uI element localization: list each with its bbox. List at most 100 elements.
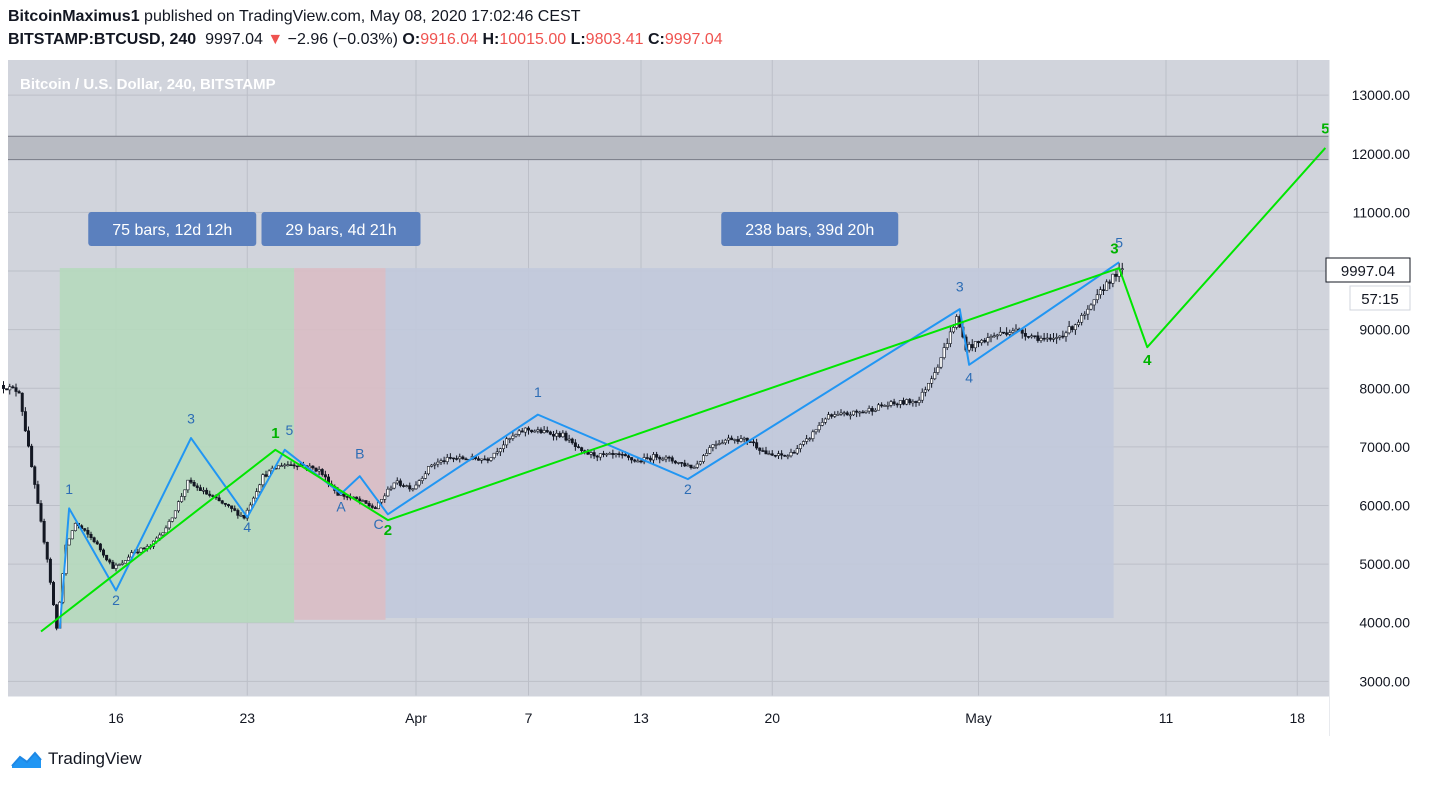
green-wave-label: 4	[1143, 352, 1152, 369]
measure-label-box	[721, 211, 899, 246]
candle-body	[423, 473, 427, 479]
footer-brand[interactable]: TradingView	[48, 749, 142, 768]
candle-body	[11, 386, 15, 389]
candle-body	[361, 500, 365, 502]
candle-body	[317, 469, 321, 472]
candle-body	[708, 447, 712, 454]
candle-body	[420, 478, 424, 481]
candle-body	[1030, 335, 1034, 338]
candle-body	[564, 432, 568, 441]
candle-body	[630, 457, 634, 461]
last-price-tag-label: 9997.04	[1341, 263, 1395, 280]
candle-body	[992, 335, 996, 338]
high-label: H:	[482, 31, 500, 48]
candle-body	[655, 454, 659, 458]
candle-body	[680, 462, 684, 464]
time-axis[interactable]	[8, 696, 1329, 736]
candle-body	[20, 392, 24, 412]
symbol-label: BITSTAMP:BTCUSD, 240	[8, 31, 197, 48]
candle-body	[533, 430, 537, 433]
candle-body	[730, 437, 734, 441]
candle-body	[395, 480, 399, 484]
candle-body	[692, 467, 696, 469]
candle-body	[895, 403, 899, 406]
candle-body	[980, 339, 984, 344]
candle-body	[795, 448, 799, 454]
candle-body	[720, 442, 724, 445]
candle-body	[411, 488, 415, 491]
green-wave-label: 2	[384, 522, 392, 539]
candle-body	[676, 462, 680, 464]
change-down-icon: ▼	[267, 31, 284, 48]
candle-body	[986, 337, 990, 343]
candle-body	[95, 541, 99, 545]
candle-body	[205, 489, 209, 495]
candle-body	[970, 344, 974, 349]
candle-body	[1033, 335, 1037, 338]
candle-body	[1114, 273, 1118, 277]
candle-body	[936, 366, 940, 373]
candle-body	[570, 438, 574, 444]
candle-body	[1077, 321, 1081, 326]
candle-body	[186, 479, 190, 491]
candle-body	[717, 443, 721, 445]
candle-body	[555, 432, 559, 437]
green-wave-label: 1	[271, 425, 279, 442]
candle-body	[601, 453, 605, 455]
blue-wave-label: 5	[1115, 235, 1123, 251]
candle-body	[983, 339, 987, 343]
publish-line: BitcoinMaximus1 published on TradingView…	[8, 8, 580, 26]
candle-body	[530, 429, 534, 433]
candle-body	[1092, 299, 1096, 306]
author-name[interactable]: BitcoinMaximus1	[8, 8, 140, 25]
candle-body	[801, 441, 805, 445]
candles	[1, 262, 1124, 631]
candle-body	[851, 410, 855, 416]
candle-body	[573, 442, 577, 447]
candle-body	[283, 464, 287, 467]
candle-body	[561, 432, 565, 438]
candle-body	[1058, 335, 1062, 338]
price-tick-label: 6000.00	[1359, 497, 1410, 513]
candle-body	[1108, 281, 1112, 284]
candle-body	[14, 387, 18, 392]
candle-body	[911, 401, 915, 404]
candle-body	[192, 482, 196, 487]
candle-body	[355, 496, 359, 500]
measure-label-text: 238 bars, 39d 20h	[745, 222, 874, 239]
candle-body	[105, 554, 109, 561]
candle-body	[33, 466, 37, 485]
candle-body	[136, 551, 140, 554]
candle-body	[826, 414, 830, 420]
candle-body	[723, 439, 727, 444]
tradingview-cloud-logo-icon[interactable]	[8, 748, 44, 770]
candle-body	[1095, 294, 1099, 301]
candle-body	[614, 453, 618, 455]
candle-body	[5, 388, 9, 391]
candle-body	[673, 460, 677, 464]
time-tick-label: May	[965, 710, 991, 726]
candle-body	[917, 399, 921, 403]
candle-body	[114, 564, 118, 569]
candle-body	[976, 341, 980, 344]
candle-body	[973, 341, 977, 349]
candle-body	[239, 514, 243, 517]
candle-body	[833, 414, 837, 417]
candle-body	[1120, 268, 1124, 271]
candle-body	[1089, 304, 1093, 310]
candle-body	[123, 560, 127, 564]
price-axis[interactable]	[1329, 60, 1421, 736]
price-tick-label: 8000.00	[1359, 380, 1410, 396]
candle-body	[873, 409, 877, 412]
candle-body	[698, 461, 702, 465]
candle-body	[523, 427, 527, 433]
resistance-zone	[8, 136, 1329, 160]
candle-body	[8, 386, 12, 391]
candle-body	[770, 453, 774, 456]
candle-body	[320, 469, 324, 475]
candle-body	[383, 495, 387, 500]
candle-body	[1098, 289, 1102, 296]
time-tick-label: 16	[108, 710, 124, 726]
zone-red	[294, 268, 386, 620]
